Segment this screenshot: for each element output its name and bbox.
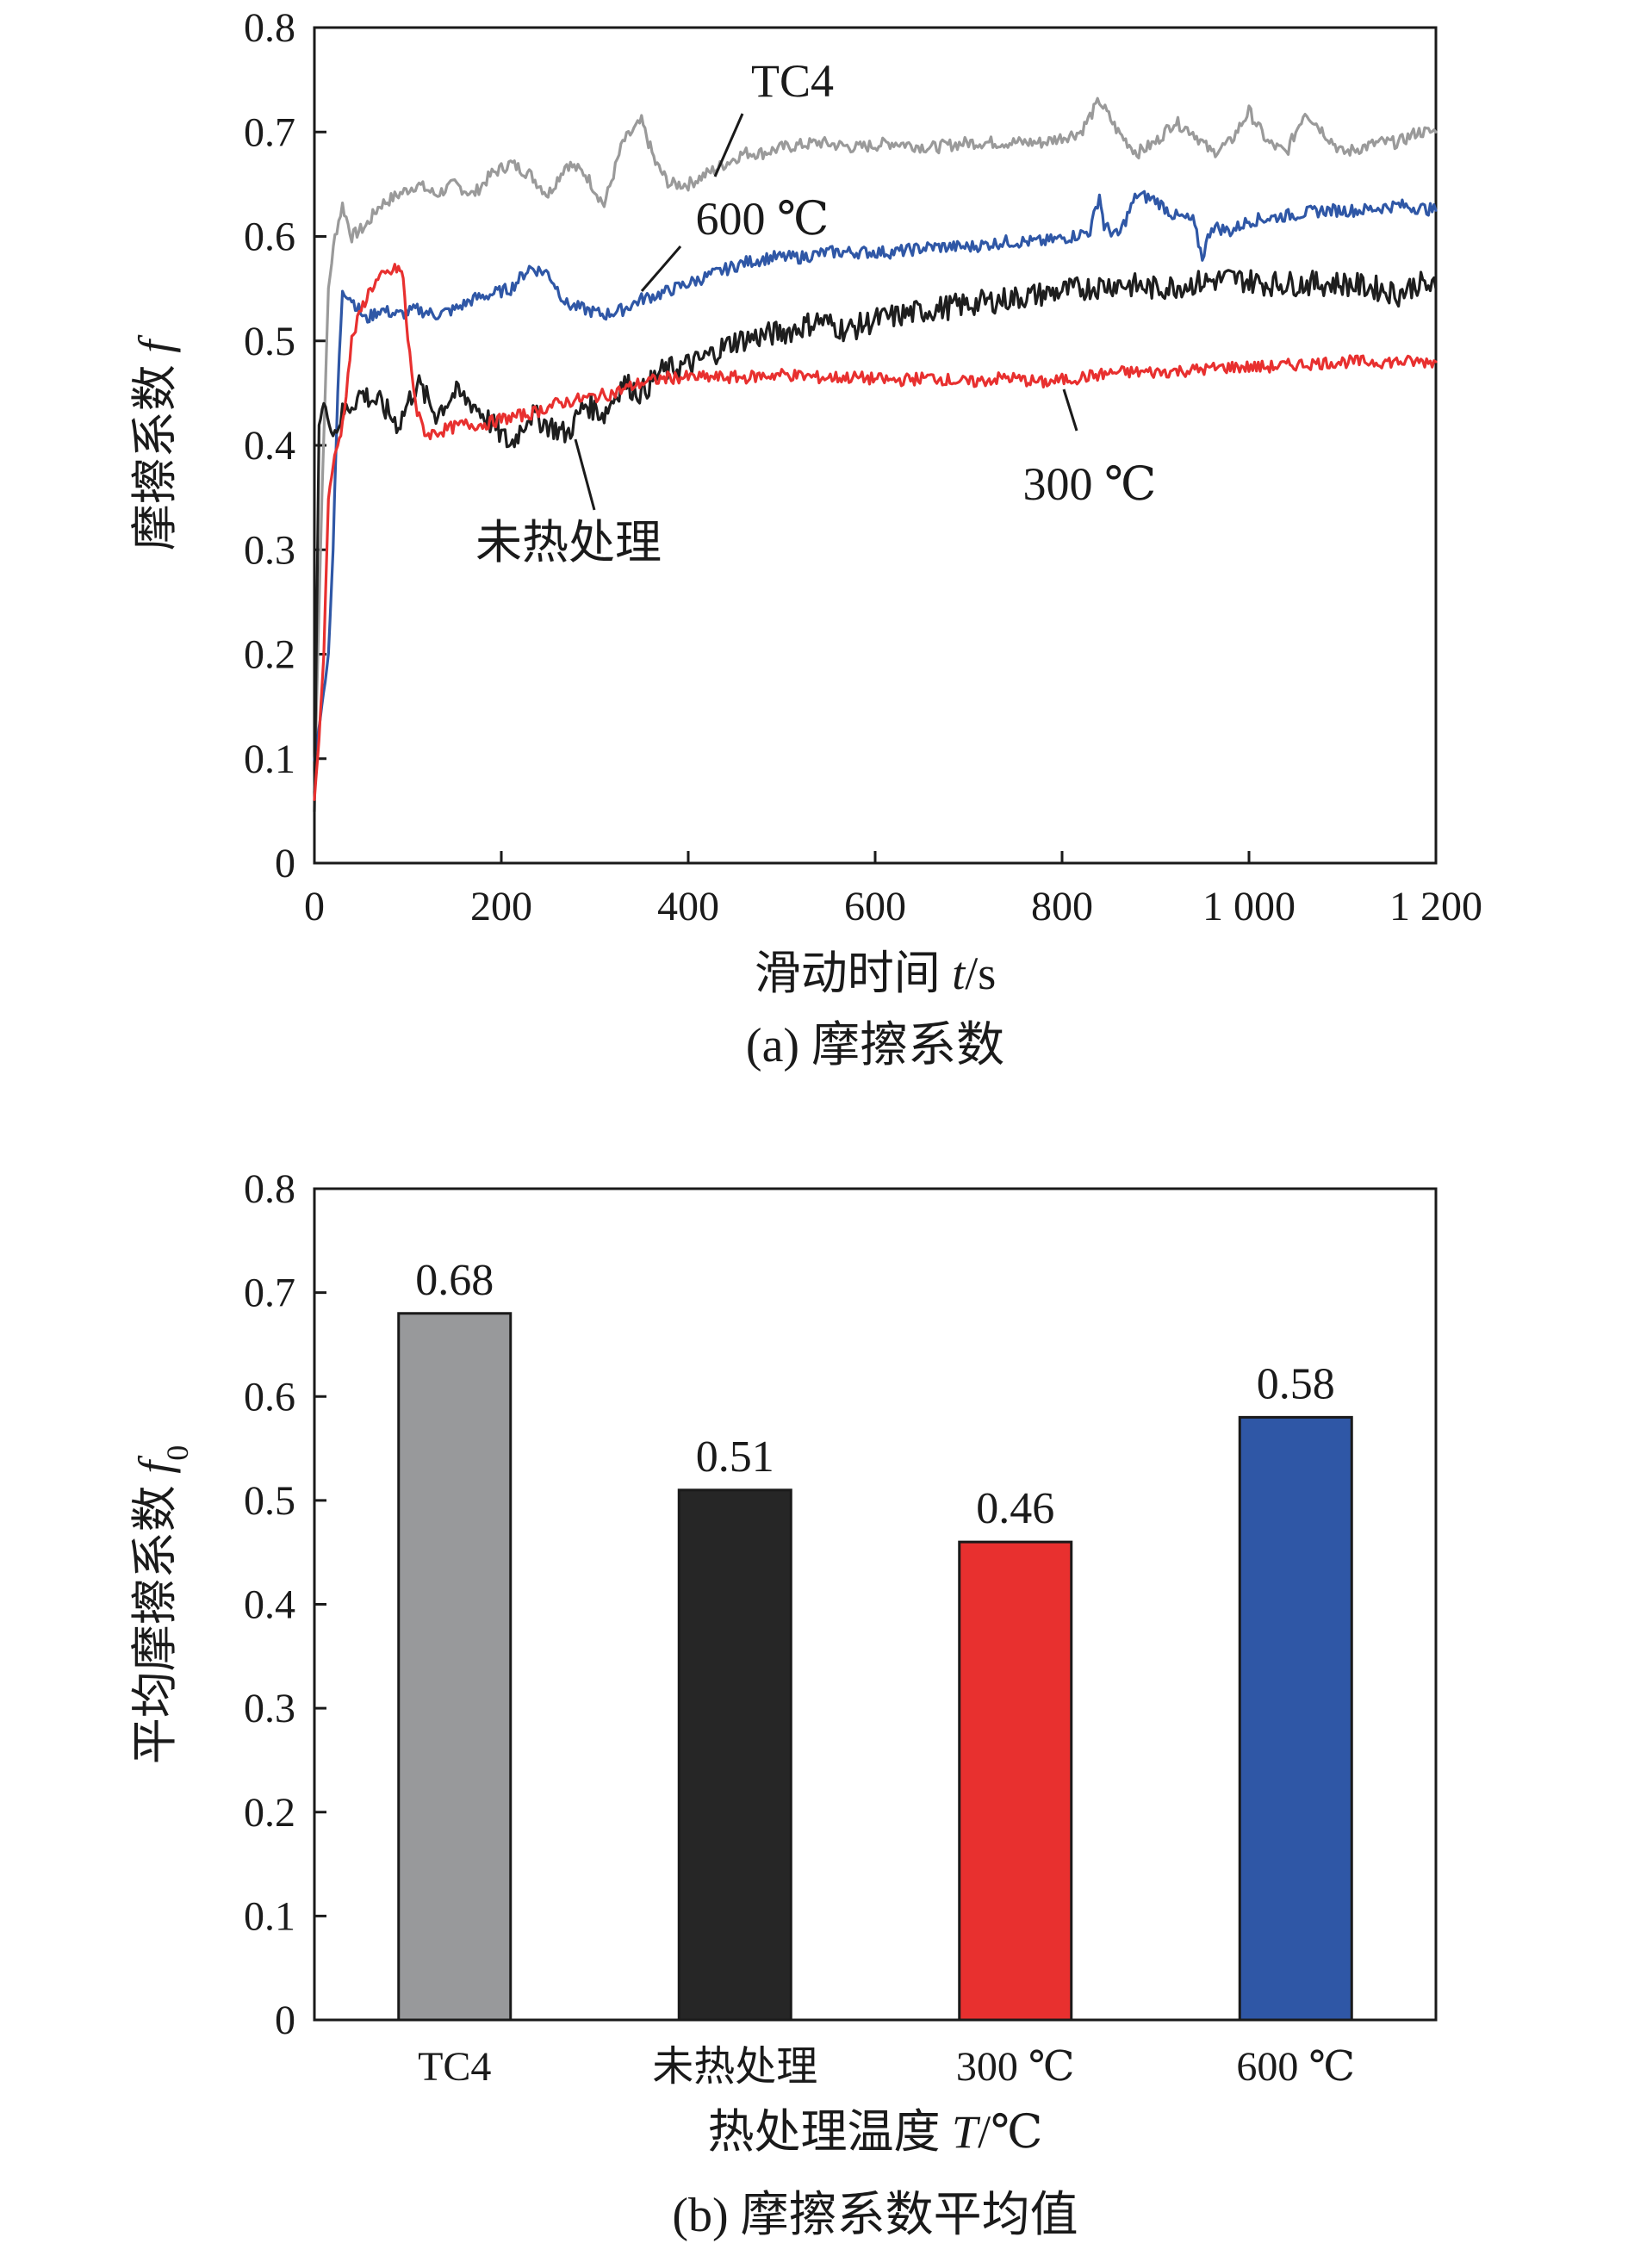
y-axis-title: 摩擦系数 f <box>129 334 181 551</box>
bar <box>958 1540 1073 2022</box>
x-category-label: TC4 <box>418 2044 491 2090</box>
y-axis-title: 平均摩擦系数 f0 <box>129 1445 195 1765</box>
x-axis-title: 滑动时间 t/s <box>755 948 997 999</box>
plot-frame <box>313 26 1438 865</box>
x-tick-label: 800 <box>1031 884 1093 929</box>
y-tick-label: 0.5 <box>244 319 295 364</box>
x-axis: TC4 未热处理 300 ℃ 600 ℃ <box>418 2044 1355 2090</box>
x-axis: 0 200 400 600 800 1 000 1 200 <box>304 851 1482 929</box>
y-tick-label: 0.2 <box>244 632 295 678</box>
bar <box>1238 1415 1353 2022</box>
y-tick-label: 0.6 <box>244 214 295 260</box>
x-category-label: 300 ℃ <box>956 2044 1075 2090</box>
caption-a: (a) 摩擦系数 <box>746 1019 1004 1072</box>
series-line <box>313 190 1438 762</box>
series-group <box>313 96 1438 814</box>
annotation-leader <box>713 113 744 177</box>
x-category-label: 600 ℃ <box>1236 2044 1355 2090</box>
y-tick-label: 0.4 <box>244 1582 295 1628</box>
y-tick-label: 0.2 <box>244 1790 295 1836</box>
annotations: TC4 600 ℃ 300 ℃ 未热处理 <box>475 55 1156 569</box>
y-tick-label: 0.3 <box>244 527 295 573</box>
y-tick-label: 0.5 <box>244 1478 295 1524</box>
bar-value-label: 0.46 <box>976 1484 1054 1533</box>
y-tick-label: 0.3 <box>244 1686 295 1731</box>
series-line <box>313 96 1438 792</box>
bars: 0.68 0.51 0.46 0.58 <box>397 1256 1353 2022</box>
y-tick-label: 0.1 <box>244 736 295 782</box>
bar <box>677 1488 792 2022</box>
bar-chart-panel: 00.10.20.30.40.50.60.70.8 0.680.510.460.… <box>129 1166 1438 2242</box>
y-axis: 0 0.1 0.2 0.3 0.4 0.5 0.6 0.7 0.8 <box>244 5 326 886</box>
x-tick-label: 400 <box>657 884 719 929</box>
series-line <box>313 269 1438 814</box>
x-category-label: 未热处理 <box>652 2044 817 2090</box>
annotation-label: 未热处理 <box>475 517 662 569</box>
y-tick-label: 0.6 <box>244 1374 295 1420</box>
y-tick-label: 0.8 <box>244 5 295 51</box>
x-tick-label: 1 000 <box>1202 884 1296 929</box>
y-tick-label: 0 <box>275 1998 295 2043</box>
bar-value-label: 0.58 <box>1257 1359 1335 1408</box>
x-tick-label: 600 <box>844 884 906 929</box>
y-tick-label: 0.8 <box>244 1166 295 1212</box>
annotation-leader <box>1062 388 1078 432</box>
x-tick-label: 0 <box>304 884 325 929</box>
series-line <box>313 263 1438 801</box>
y-tick-label: 0.1 <box>244 1893 295 1939</box>
line-chart-panel: 0 0.1 0.2 0.3 0.4 0.5 0.6 0.7 0.8 0 200 400 600 800 1… <box>129 5 1482 1072</box>
y-tick-label: 0 <box>275 841 295 886</box>
annotation-label: TC4 <box>751 55 834 107</box>
y-axis: 0 0.1 0.2 0.3 0.4 0.5 0.6 0.7 0.8 <box>244 1166 326 2043</box>
y-tick-label: 0.7 <box>244 1271 295 1316</box>
y-tick-label: 0.4 <box>244 423 295 469</box>
x-axis-title: 热处理温度 T/℃ <box>708 2106 1043 2158</box>
caption-b: (b) 摩擦系数平均值 <box>672 2189 1078 2242</box>
x-tick-label: 200 <box>470 884 532 929</box>
bar-value-label: 0.68 <box>415 1256 494 1305</box>
annotation-leader <box>574 438 596 511</box>
bar-value-label: 0.51 <box>696 1432 774 1482</box>
y-tick-label: 0.7 <box>244 109 295 155</box>
bar <box>397 1312 513 2022</box>
annotation-label: 600 ℃ <box>696 193 830 245</box>
annotation-leader <box>640 245 682 292</box>
annotation-label: 300 ℃ <box>1023 458 1157 510</box>
x-tick-label: 1 200 <box>1389 884 1482 929</box>
